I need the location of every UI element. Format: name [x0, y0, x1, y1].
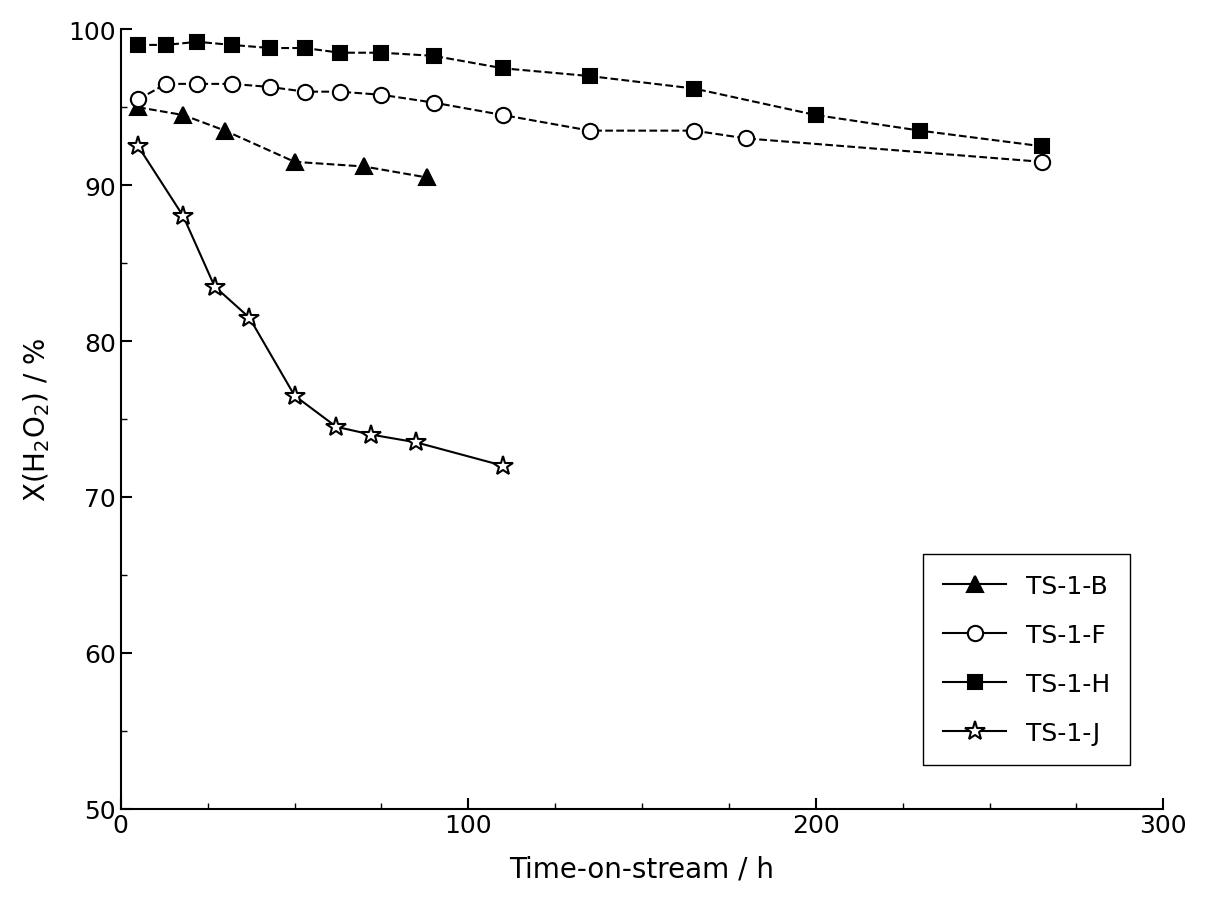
TS-1-J: [495, 461, 510, 471]
Line: TS-1-B: TS-1-B: [130, 100, 434, 186]
TS-1-H: [687, 84, 702, 95]
Line: TS-1-J: TS-1-J: [128, 136, 513, 477]
TS-1-F: [158, 79, 173, 90]
TS-1-H: [263, 43, 278, 54]
TS-1-F: [263, 82, 278, 93]
Y-axis label: $\mathregular{X}$(H$_2$O$_2$) / %: $\mathregular{X}$(H$_2$O$_2$) / %: [21, 338, 52, 501]
TS-1-F: [225, 79, 239, 90]
TS-1-F: [426, 98, 441, 109]
TS-1-H: [130, 41, 145, 51]
TS-1-J: [176, 211, 191, 222]
TS-1-B: [130, 103, 145, 114]
TS-1-F: [582, 126, 597, 137]
TS-1-F: [130, 95, 145, 106]
X-axis label: Time-on-stream / h: Time-on-stream / h: [510, 854, 774, 882]
TS-1-F: [495, 110, 510, 121]
TS-1-J: [130, 142, 145, 153]
TS-1-H: [190, 37, 204, 48]
TS-1-F: [297, 88, 312, 98]
TS-1-H: [374, 48, 389, 59]
TS-1-F: [687, 126, 702, 137]
TS-1-F: [739, 134, 754, 144]
TS-1-F: [190, 79, 204, 90]
TS-1-F: [374, 90, 389, 101]
TS-1-H: [495, 64, 510, 75]
TS-1-B: [176, 110, 191, 121]
TS-1-B: [419, 172, 434, 183]
TS-1-F: [1034, 157, 1049, 168]
TS-1-H: [332, 48, 347, 59]
TS-1-H: [426, 51, 441, 62]
Line: TS-1-F: TS-1-F: [130, 77, 1050, 171]
TS-1-H: [913, 126, 928, 137]
TS-1-J: [329, 422, 343, 433]
Line: TS-1-H: TS-1-H: [132, 36, 1049, 154]
TS-1-H: [297, 43, 312, 54]
TS-1-F: [332, 88, 347, 98]
TS-1-H: [582, 71, 597, 82]
TS-1-B: [288, 157, 302, 168]
TS-1-J: [364, 430, 378, 441]
TS-1-B: [217, 126, 232, 137]
TS-1-J: [288, 391, 302, 402]
TS-1-H: [158, 41, 173, 51]
Legend: TS-1-B, TS-1-F, TS-1-H, TS-1-J: TS-1-B, TS-1-F, TS-1-H, TS-1-J: [923, 554, 1129, 765]
TS-1-H: [1034, 142, 1049, 153]
TS-1-J: [242, 313, 256, 324]
TS-1-J: [410, 437, 424, 448]
TS-1-H: [225, 41, 239, 51]
TS-1-J: [208, 282, 222, 293]
TS-1-H: [808, 110, 823, 121]
TS-1-B: [356, 162, 371, 172]
